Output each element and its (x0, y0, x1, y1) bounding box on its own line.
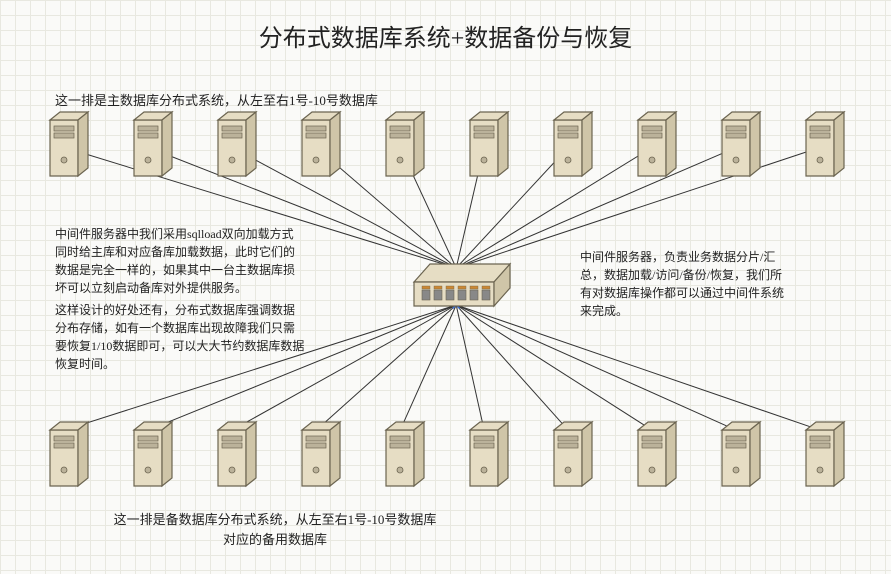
bottom-row-label-line1: 这一排是备数据库分布式系统，从左至右1号-10号数据库 (114, 512, 437, 527)
top-server-7 (548, 110, 596, 183)
top-server-10 (800, 110, 848, 183)
top-server-3 (212, 110, 260, 183)
bottom-server-2 (128, 420, 176, 493)
left-description-p2: 这样设计的好处还有，分布式数据库强调数据分布存储，如有一个数据库出现故障我们只需… (55, 301, 305, 373)
top-server-2 (128, 110, 176, 183)
bottom-server-9 (716, 420, 764, 493)
bottom-row-label-line2: 对应的备用数据库 (223, 532, 327, 547)
top-server-5 (380, 110, 428, 183)
top-server-6 (464, 110, 512, 183)
middleware-switch (410, 260, 520, 320)
bottom-server-5 (380, 420, 428, 493)
bottom-server-8 (632, 420, 680, 493)
top-server-9 (716, 110, 764, 183)
top-server-1 (44, 110, 92, 183)
bottom-server-4 (296, 420, 344, 493)
left-description: 中间件服务器中我们采用sqlload双向加载方式同时给主库和对应备库加载数据，此… (55, 225, 305, 377)
diagram-title: 分布式数据库系统+数据备份与恢复 (0, 18, 891, 53)
left-description-p1: 中间件服务器中我们采用sqlload双向加载方式同时给主库和对应备库加载数据，此… (55, 225, 305, 297)
bottom-row-label: 这一排是备数据库分布式系统，从左至右1号-10号数据库 对应的备用数据库 (65, 510, 485, 549)
top-server-4 (296, 110, 344, 183)
bottom-server-3 (212, 420, 260, 493)
top-row-label: 这一排是主数据库分布式系统，从左至右1号-10号数据库 (55, 90, 378, 109)
bottom-server-1 (44, 420, 92, 493)
top-server-8 (632, 110, 680, 183)
bottom-server-10 (800, 420, 848, 493)
bottom-server-7 (548, 420, 596, 493)
right-description: 中间件服务器，负责业务数据分片/汇总，数据加载/访问/备份/恢复，我们所有对数据… (580, 248, 790, 320)
bottom-server-6 (464, 420, 512, 493)
